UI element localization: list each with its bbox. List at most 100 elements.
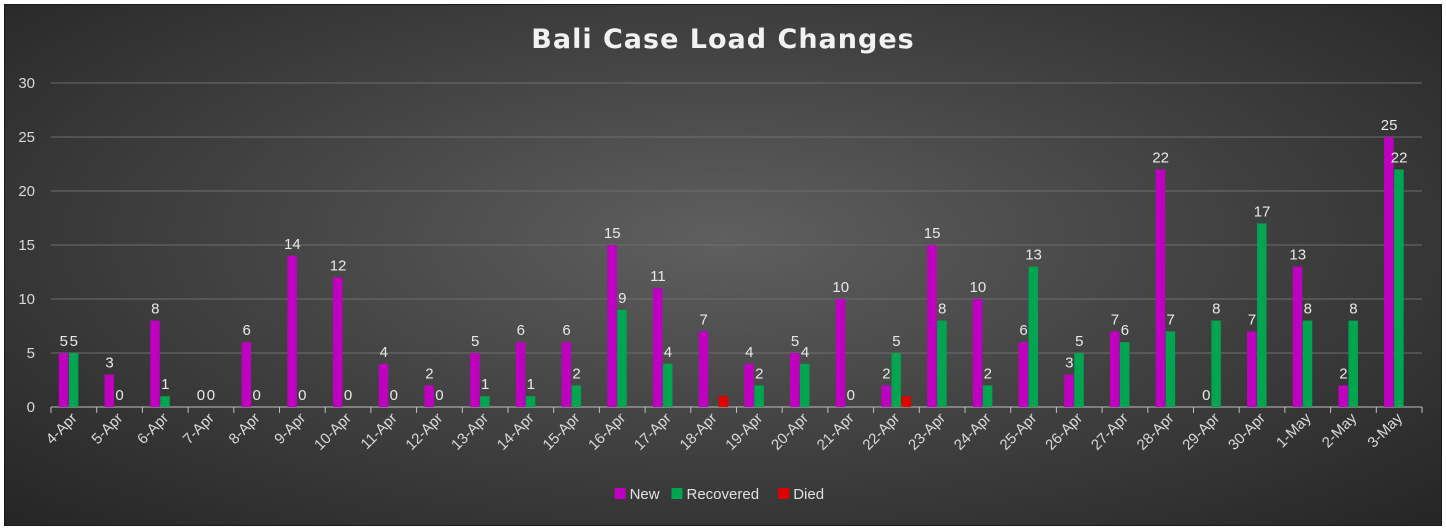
data-label-new: 11 — [650, 268, 666, 285]
data-label-new: 2 — [882, 365, 890, 382]
data-label-new: 3 — [1065, 355, 1073, 372]
x-tick-label: 1-May — [1273, 409, 1315, 451]
data-label-new: 5 — [471, 333, 479, 350]
y-tick-label: 25 — [18, 129, 35, 146]
bar-recovered — [1165, 331, 1176, 407]
bar-new — [1247, 331, 1257, 407]
data-label-new: 8 — [151, 301, 159, 318]
data-label-recovered: 2 — [755, 365, 763, 382]
y-tick-label: 5 — [27, 345, 35, 362]
bar-new — [790, 353, 800, 407]
bar-new — [333, 277, 343, 407]
data-label-recovered: 2 — [572, 365, 580, 382]
bar-new — [470, 353, 480, 407]
bar-new — [424, 385, 434, 407]
data-label-recovered: 1 — [161, 376, 169, 393]
bar-recovered — [525, 396, 536, 407]
data-label-recovered: 2 — [984, 365, 992, 382]
data-label-new: 7 — [699, 311, 707, 328]
data-label-new: 10 — [970, 279, 987, 296]
x-tick-label: 20-Apr — [768, 410, 812, 454]
bar-new — [607, 245, 617, 407]
data-label-recovered: 1 — [527, 376, 535, 393]
y-axis-ticks: 0 5 10 15 20 25 30 — [18, 75, 35, 416]
chart-title: Bali Case Load Changes — [531, 24, 914, 55]
x-tick-label: 4-Apr — [43, 410, 81, 448]
bar-recovered — [1348, 320, 1358, 407]
data-label-new: 22 — [1152, 149, 1169, 166]
data-label-recovered: 8 — [1349, 301, 1357, 318]
x-tick-label: 28-Apr — [1134, 410, 1178, 454]
bar-new — [561, 342, 572, 407]
data-label-recovered: 0 — [115, 387, 123, 404]
data-label-new: 12 — [330, 257, 347, 274]
bar-recovered — [982, 385, 993, 407]
data-label-recovered: 0 — [344, 387, 352, 404]
x-tick-label: 21-Apr — [814, 410, 858, 454]
x-tick-label: 22-Apr — [859, 410, 903, 454]
bar-recovered — [1302, 320, 1313, 407]
legend-item-new: New — [614, 486, 660, 503]
x-tick-label: 15-Apr — [540, 410, 584, 454]
data-label-recovered: 0 — [435, 387, 443, 404]
x-tick-label: 13-Apr — [448, 410, 492, 454]
bar-new — [1064, 374, 1074, 407]
data-label-new: 14 — [284, 236, 301, 253]
data-label-recovered: 5 — [892, 333, 900, 350]
y-tick-label: 20 — [18, 183, 35, 200]
x-tick-label: 5-Apr — [88, 410, 126, 448]
bar-new — [698, 331, 709, 407]
bars — [58, 137, 1404, 407]
bar-recovered — [160, 396, 170, 407]
data-label-new: 7 — [1111, 311, 1119, 328]
x-tick-label: 16-Apr — [585, 410, 629, 454]
data-label-recovered: 5 — [70, 333, 78, 350]
data-label-recovered: 1 — [481, 376, 489, 393]
data-label-new: 15 — [604, 225, 621, 242]
bar-died — [718, 396, 729, 407]
data-label-new: 4 — [745, 344, 753, 361]
bar-recovered — [662, 363, 673, 407]
bar-recovered — [1257, 223, 1267, 407]
x-tick-label: 7-Apr — [180, 410, 218, 448]
data-label-new: 4 — [380, 344, 388, 361]
y-tick-label: 30 — [18, 75, 35, 92]
bar-recovered — [1394, 169, 1404, 407]
data-label-new: 2 — [425, 365, 433, 382]
x-tick-label: 29-Apr — [1179, 410, 1223, 454]
y-tick-label: 15 — [18, 237, 35, 254]
data-label-new: 6 — [517, 322, 525, 339]
x-tick-label: 14-Apr — [494, 410, 538, 454]
bar-new — [652, 288, 663, 407]
bar-new — [241, 342, 252, 407]
x-tick-label: 6-Apr — [134, 410, 172, 448]
bar-new — [58, 353, 69, 407]
data-label-recovered: 13 — [1025, 247, 1042, 264]
bar-new — [104, 374, 115, 407]
bar-new — [1018, 342, 1029, 407]
bar-new — [150, 320, 160, 407]
data-label-new: 10 — [832, 279, 849, 296]
data-label-recovered: 0 — [252, 387, 260, 404]
legend-label: Recovered — [687, 486, 760, 503]
bar-recovered — [571, 385, 582, 407]
data-label-new: 5 — [791, 333, 799, 350]
x-tick-label: 2-May — [1319, 409, 1361, 451]
data-label-new: 0 — [1202, 387, 1210, 404]
data-label-new: 5 — [60, 333, 68, 350]
bar-recovered — [1119, 342, 1130, 407]
x-tick-label: 19-Apr — [722, 410, 766, 454]
bar-new — [1155, 169, 1166, 407]
bar-new — [927, 245, 937, 407]
x-tick-label: 8-Apr — [226, 410, 264, 448]
x-tick-label: 9-Apr — [271, 410, 309, 448]
data-label-new: 0 — [197, 387, 205, 404]
data-label-new: 6 — [562, 322, 570, 339]
bar-recovered — [1028, 266, 1039, 407]
bar-recovered — [1074, 353, 1084, 407]
data-label-new: 15 — [924, 225, 941, 242]
legend-swatch — [614, 488, 626, 499]
